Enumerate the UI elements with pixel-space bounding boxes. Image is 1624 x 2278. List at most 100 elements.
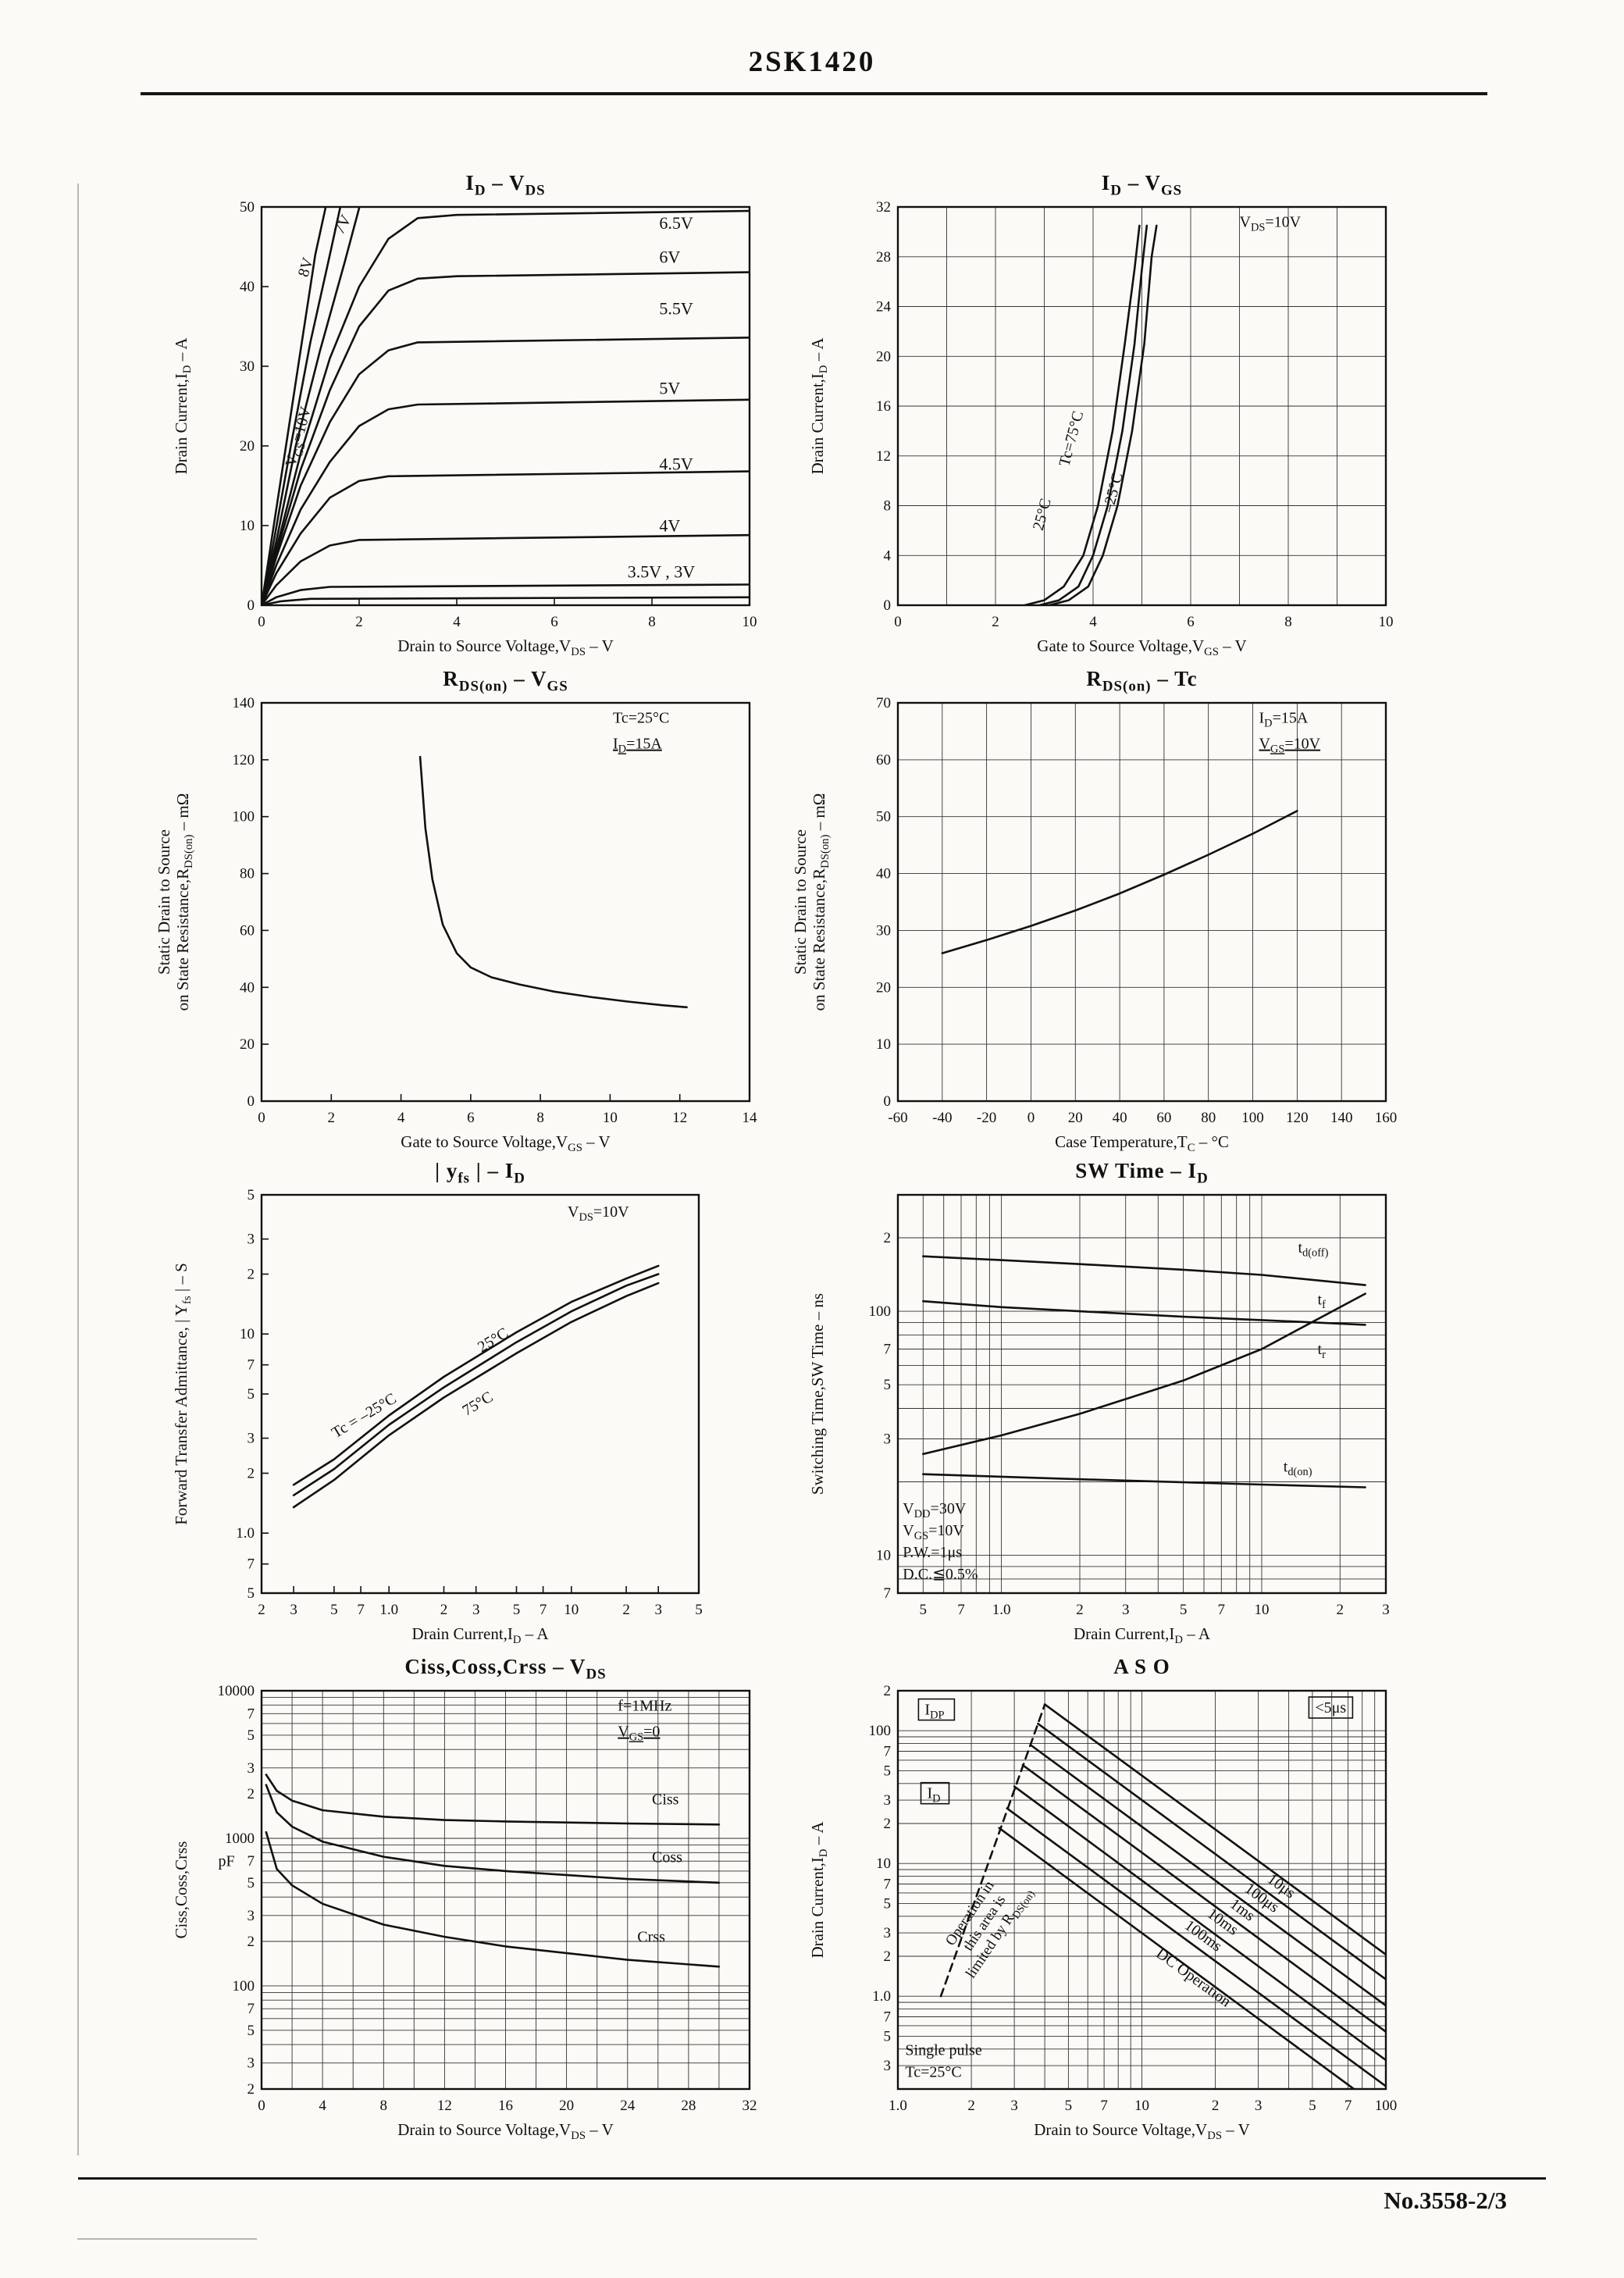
svg-text:8: 8	[648, 614, 656, 630]
series-vgs-4v	[261, 533, 750, 606]
annotation: Tc=75°C	[1056, 409, 1087, 469]
svg-text:0: 0	[894, 614, 902, 630]
chart-title: | yfs | – ID	[435, 1159, 525, 1187]
annotation: pF	[218, 1852, 234, 1870]
tick-labels: 5 7 1.0 2 3 5 7 10 2 3 2 100 7 5 3 10 7	[869, 1230, 1390, 1618]
series-curves	[418, 755, 688, 1009]
svg-text:2: 2	[258, 1602, 265, 1618]
annotation: ID=15A	[613, 736, 662, 756]
chart-rdson-tc: RDS(on) – Tc Static Drain to Source on St…	[769, 664, 1456, 1171]
svg-text:6: 6	[467, 1110, 475, 1126]
series-curves	[292, 1264, 660, 1509]
svg-text:3: 3	[290, 1602, 297, 1618]
svg-text:7: 7	[248, 1556, 255, 1573]
series-td-off-	[922, 1255, 1366, 1286]
x-axis-label: Case Temperature,TC – °C	[1055, 1132, 1229, 1155]
svg-text:3: 3	[1255, 2098, 1263, 2114]
svg-text:7: 7	[1100, 2098, 1108, 2114]
svg-text:5: 5	[248, 1187, 255, 1203]
svg-text:160: 160	[1375, 1110, 1398, 1126]
chart-title: RDS(on) – Tc	[1086, 667, 1198, 695]
plot-ciss-coss-crss-vds: 0 4 8 12 16 20 24 28 32100007532100075321007532f…	[218, 1683, 757, 2114]
gridlines	[897, 1194, 1387, 1594]
svg-text:3: 3	[1010, 2098, 1018, 2114]
annotation: VDD=30V	[903, 1500, 967, 1520]
plot-frame	[896, 205, 1387, 607]
svg-text:6: 6	[550, 614, 558, 630]
annotation: Tc=25°C	[905, 2064, 961, 2081]
series-curves	[265, 1774, 721, 1968]
svg-text:30: 30	[876, 922, 891, 939]
x-axis-label: Drain Current,ID – A	[411, 1624, 549, 1647]
part-number: 2SK1420	[748, 46, 876, 78]
svg-text:12: 12	[437, 2098, 452, 2114]
svg-text:2: 2	[248, 1267, 255, 1283]
svg-text:140: 140	[233, 695, 255, 711]
svg-text:2: 2	[884, 1230, 892, 1246]
gridlines	[261, 1690, 750, 2090]
svg-text:7: 7	[1218, 1602, 1226, 1618]
svg-text:5: 5	[884, 2028, 892, 2044]
svg-text:1.0: 1.0	[236, 1525, 255, 1542]
svg-text:2: 2	[248, 1466, 255, 1482]
annotation: td(on)	[1284, 1458, 1312, 1478]
series-tc-75-c	[292, 1282, 660, 1509]
plot-frame	[896, 701, 1387, 1103]
svg-text:2: 2	[1212, 2098, 1220, 2114]
svg-text:3: 3	[248, 2055, 255, 2072]
series-curves	[922, 1255, 1366, 1488]
svg-text:12: 12	[876, 448, 891, 465]
chart-title: SW Time – ID	[1075, 1159, 1209, 1187]
svg-text:8: 8	[380, 2098, 388, 2114]
annotation: D.C.≦0.5%	[903, 1566, 978, 1583]
svg-text:40: 40	[240, 979, 255, 996]
annotation: VGS=0	[618, 1724, 660, 1744]
svg-text:10: 10	[1134, 2098, 1149, 2114]
annotation: 4.5V	[659, 455, 693, 474]
svg-text:1.0: 1.0	[872, 1988, 891, 2005]
svg-text:100: 100	[869, 1723, 892, 1739]
svg-text:12: 12	[672, 1110, 687, 1126]
series-vgs-3-5v	[261, 583, 750, 606]
svg-text:2: 2	[967, 2098, 975, 2114]
svg-text:5: 5	[884, 1763, 892, 1779]
chart-yfs-id: | yfs | – ID Forward Transfer Admittance…	[133, 1156, 820, 1663]
svg-text:20: 20	[559, 2098, 574, 2114]
annotation: 5V	[659, 379, 680, 398]
annotation: VDS=10V	[568, 1203, 629, 1224]
plot-frame	[896, 1193, 1387, 1595]
svg-text:40: 40	[1113, 1110, 1127, 1126]
svg-text:20: 20	[876, 348, 891, 365]
svg-text:0: 0	[248, 1093, 255, 1110]
svg-text:2: 2	[440, 1602, 448, 1618]
svg-text:5: 5	[884, 1895, 892, 1912]
annotation: tr	[1318, 1341, 1327, 1361]
svg-text:7: 7	[248, 1357, 255, 1374]
series-tc-25-c	[1048, 224, 1158, 606]
series-10ms	[1013, 1785, 1387, 2062]
svg-text:4: 4	[884, 547, 892, 564]
svg-text:3: 3	[884, 1431, 892, 1448]
svg-text:4: 4	[397, 1110, 405, 1126]
series-vgs-6v	[261, 271, 750, 606]
svg-text:2: 2	[884, 1816, 892, 1832]
series-vgs-4-5v	[261, 470, 750, 606]
svg-text:0: 0	[258, 614, 265, 630]
plot-frame	[260, 1689, 751, 2091]
series-ciss	[265, 1774, 721, 1826]
svg-text:20: 20	[876, 979, 891, 996]
svg-text:3: 3	[1122, 1602, 1130, 1618]
footer-rule	[78, 2177, 1546, 2180]
series-td-on-	[922, 1473, 1366, 1488]
plot-aso: 1.0 2 3 5 7 10 2 3 5 7 100 2 100 7 5 3 2 10 7 5 3 2 1.0 7 5 3 IDP I…	[869, 1683, 1398, 2114]
svg-text:3: 3	[884, 1792, 892, 1809]
svg-text:16: 16	[498, 2098, 513, 2114]
series-rds-on-	[418, 755, 688, 1009]
svg-text:2: 2	[884, 1683, 892, 1699]
svg-text:70: 70	[876, 695, 891, 711]
doc-number: No.3558-2/3	[1384, 2187, 1507, 2214]
series-rds-on-	[941, 810, 1298, 954]
